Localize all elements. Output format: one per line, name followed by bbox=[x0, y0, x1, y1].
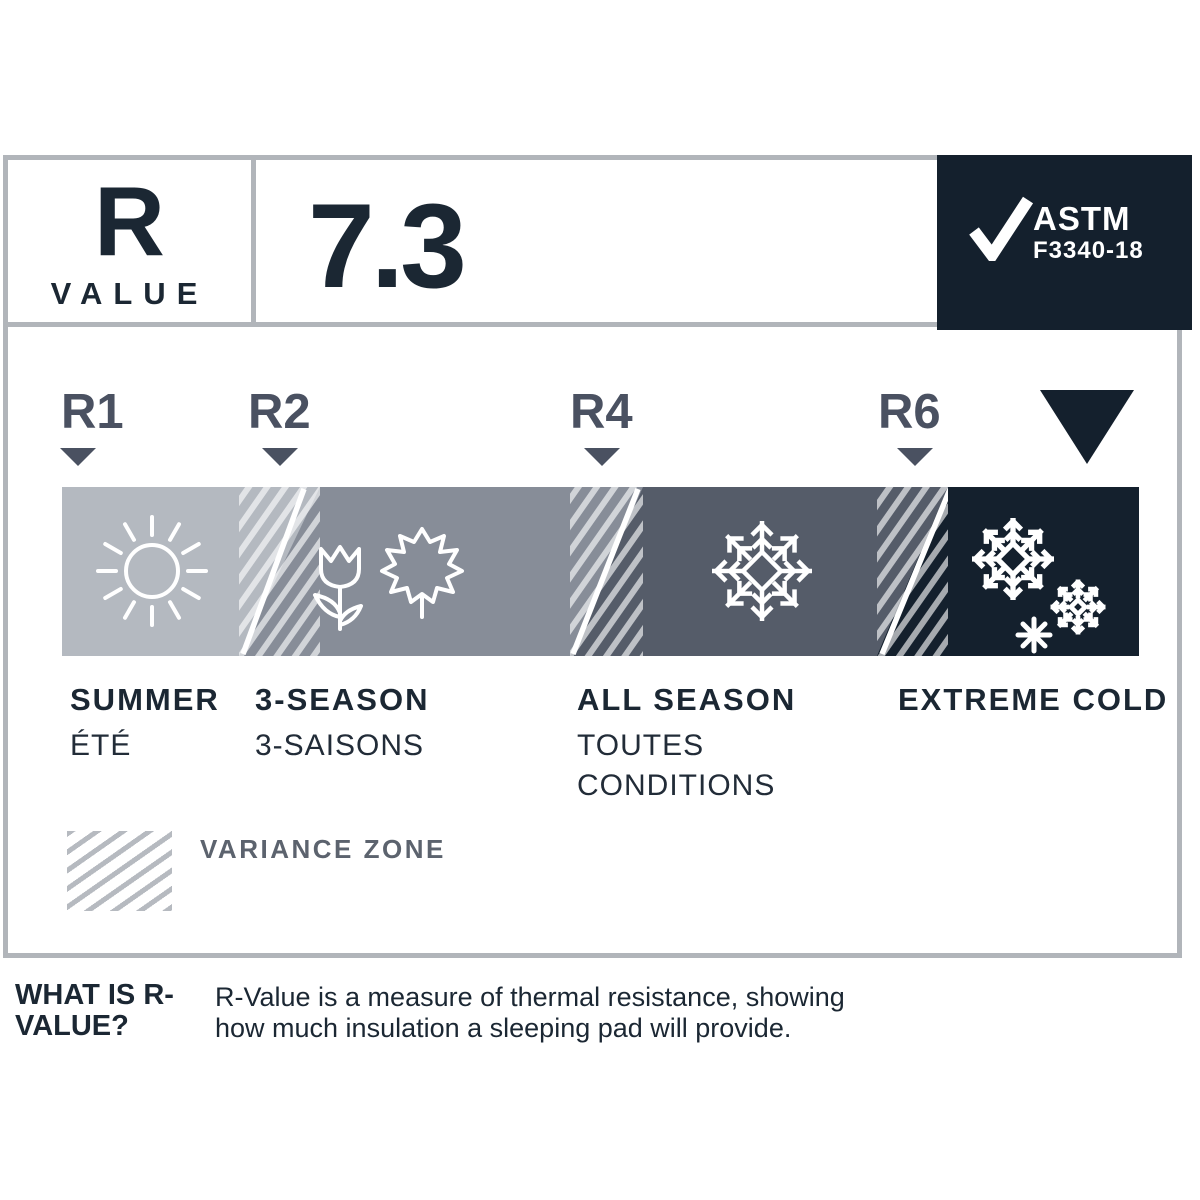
zone-extreme-cold-band bbox=[948, 487, 1139, 656]
checkmark-icon bbox=[969, 196, 1033, 261]
zone-sublabel: 3-SAISONS bbox=[255, 729, 425, 762]
zone-text-summer: SUMMER ÉTÉ bbox=[70, 684, 220, 766]
zone-summer-band bbox=[62, 487, 239, 656]
r-value-title-box bbox=[3, 155, 256, 327]
zone-sublabel: ÉTÉ bbox=[70, 729, 132, 762]
zone-label: 3-SEASON bbox=[255, 682, 430, 717]
footer-answer: R-Value is a measure of thermal resistan… bbox=[215, 982, 845, 1043]
marker-arrow-icon bbox=[262, 448, 298, 466]
zone-3season-band bbox=[320, 487, 570, 656]
marker-arrow-icon bbox=[897, 448, 933, 466]
marker-arrow-icon bbox=[584, 448, 620, 466]
zone-allseason-band bbox=[643, 487, 877, 656]
variance-zone-3 bbox=[877, 487, 953, 656]
variance-zone-label: VARIANCE ZONE bbox=[200, 834, 446, 864]
variance-hatch-swatch bbox=[67, 831, 172, 911]
zone-text-allseason: ALL SEASON TOUTES CONDITIONS bbox=[577, 684, 796, 806]
value-pointer-icon bbox=[1040, 390, 1134, 464]
footer-question: WHAT IS R-VALUE? bbox=[15, 979, 174, 1042]
tulip-icon bbox=[313, 545, 363, 631]
variance-zone-1 bbox=[239, 487, 320, 656]
marker-label-r6: R6 bbox=[878, 385, 941, 439]
r-value-title-line2: VALUE bbox=[50, 276, 209, 311]
zone-sublabel: TOUTES CONDITIONS bbox=[577, 729, 776, 802]
zone-text-extreme-cold: EXTREME COLD bbox=[898, 684, 1168, 726]
zone-label: EXTREME COLD bbox=[898, 682, 1169, 717]
astm-standard: F3340-18 bbox=[1033, 237, 1144, 264]
r-value-title-line1: R bbox=[94, 166, 165, 276]
r-value-number: 7.3 bbox=[308, 179, 467, 313]
r-value-scale-band bbox=[62, 487, 1139, 656]
zone-label: ALL SEASON bbox=[577, 682, 797, 717]
marker-label-r4: R4 bbox=[570, 385, 633, 439]
marker-arrow-icon bbox=[60, 448, 96, 466]
variance-zone-2 bbox=[570, 487, 643, 656]
three-snowflakes-icon bbox=[972, 518, 1106, 654]
astm-badge: ASTM F3340-18 bbox=[937, 155, 1192, 330]
astm-label: ASTM bbox=[1033, 200, 1131, 237]
maple-leaf-icon bbox=[380, 527, 464, 619]
zone-text-3season: 3-SEASON 3-SAISONS bbox=[255, 684, 429, 766]
marker-label-r1: R1 bbox=[61, 385, 124, 439]
sun-icon bbox=[96, 515, 208, 627]
zone-label: SUMMER bbox=[70, 682, 220, 717]
marker-label-r2: R2 bbox=[248, 385, 311, 439]
snowflake-icon bbox=[712, 521, 812, 621]
